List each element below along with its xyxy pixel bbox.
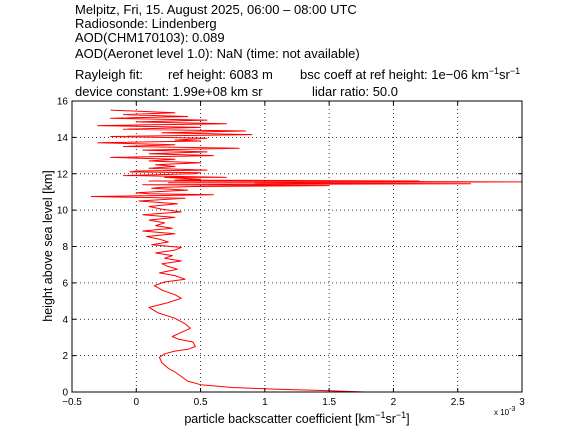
x-tick-label: −0.5 [62,397,82,408]
x-tick-label: 0 [134,397,140,408]
x-tick-label: 1 [262,397,268,408]
x-tick-label: 2 [391,397,397,408]
y-tick-label: 6 [62,278,68,289]
x-tick-label: 3 [519,397,525,408]
y-tick-label: 8 [62,242,68,253]
rayleigh-fit-label: Rayleigh fit: [75,67,143,82]
y-tick-label: 0 [62,388,68,399]
y-tick-label: 4 [62,315,68,326]
x-tick-label: 2.5 [451,397,465,408]
series-line-0 [90,109,522,392]
y-tick-label: 16 [57,97,69,108]
bsc-coeff-text: bsc coeff at ref height: 1e−06 km−1sr−1 [300,66,520,82]
device-constant-text: device constant: 1.99e+08 km sr [75,84,263,99]
lidar-ratio-text: lidar ratio: 50.0 [312,84,398,99]
x-tick-label: 1.5 [322,397,336,408]
y-tick-label: 10 [57,206,69,217]
y-tick-label: 12 [57,169,69,180]
x-tick-label: 0.5 [194,397,208,408]
y-tick-label: 2 [62,351,68,362]
title-line-location-time: Melpitz, Fri, 15. August 2025, 06:00 – 0… [75,2,357,17]
series-group [90,109,522,392]
y-axis-label: height above sea level [km] [41,170,55,321]
x-axis-ticks: −0.5 0 0.5 1 1.5 2 2.5 3 [62,101,525,408]
title-line-radiosonde: Radiosonde: Lindenberg [75,16,217,31]
y-axis-ticks: 0 2 4 6 8 10 12 14 16 [57,97,522,399]
title-line-aod-chm: AOD(CHM170103): 0.089 [75,30,225,45]
grid-lines [72,101,522,392]
title-line-aod-aeronet: AOD(Aeronet level 1.0): NaN (time: not a… [75,46,360,61]
y-tick-label: 14 [57,133,69,144]
x-axis-label: particle backscatter coefficient [km−1sr… [184,410,409,426]
x-axis-multiplier: x 10-3 [494,406,515,417]
ref-height-text: ref height: 6083 m [168,67,273,82]
